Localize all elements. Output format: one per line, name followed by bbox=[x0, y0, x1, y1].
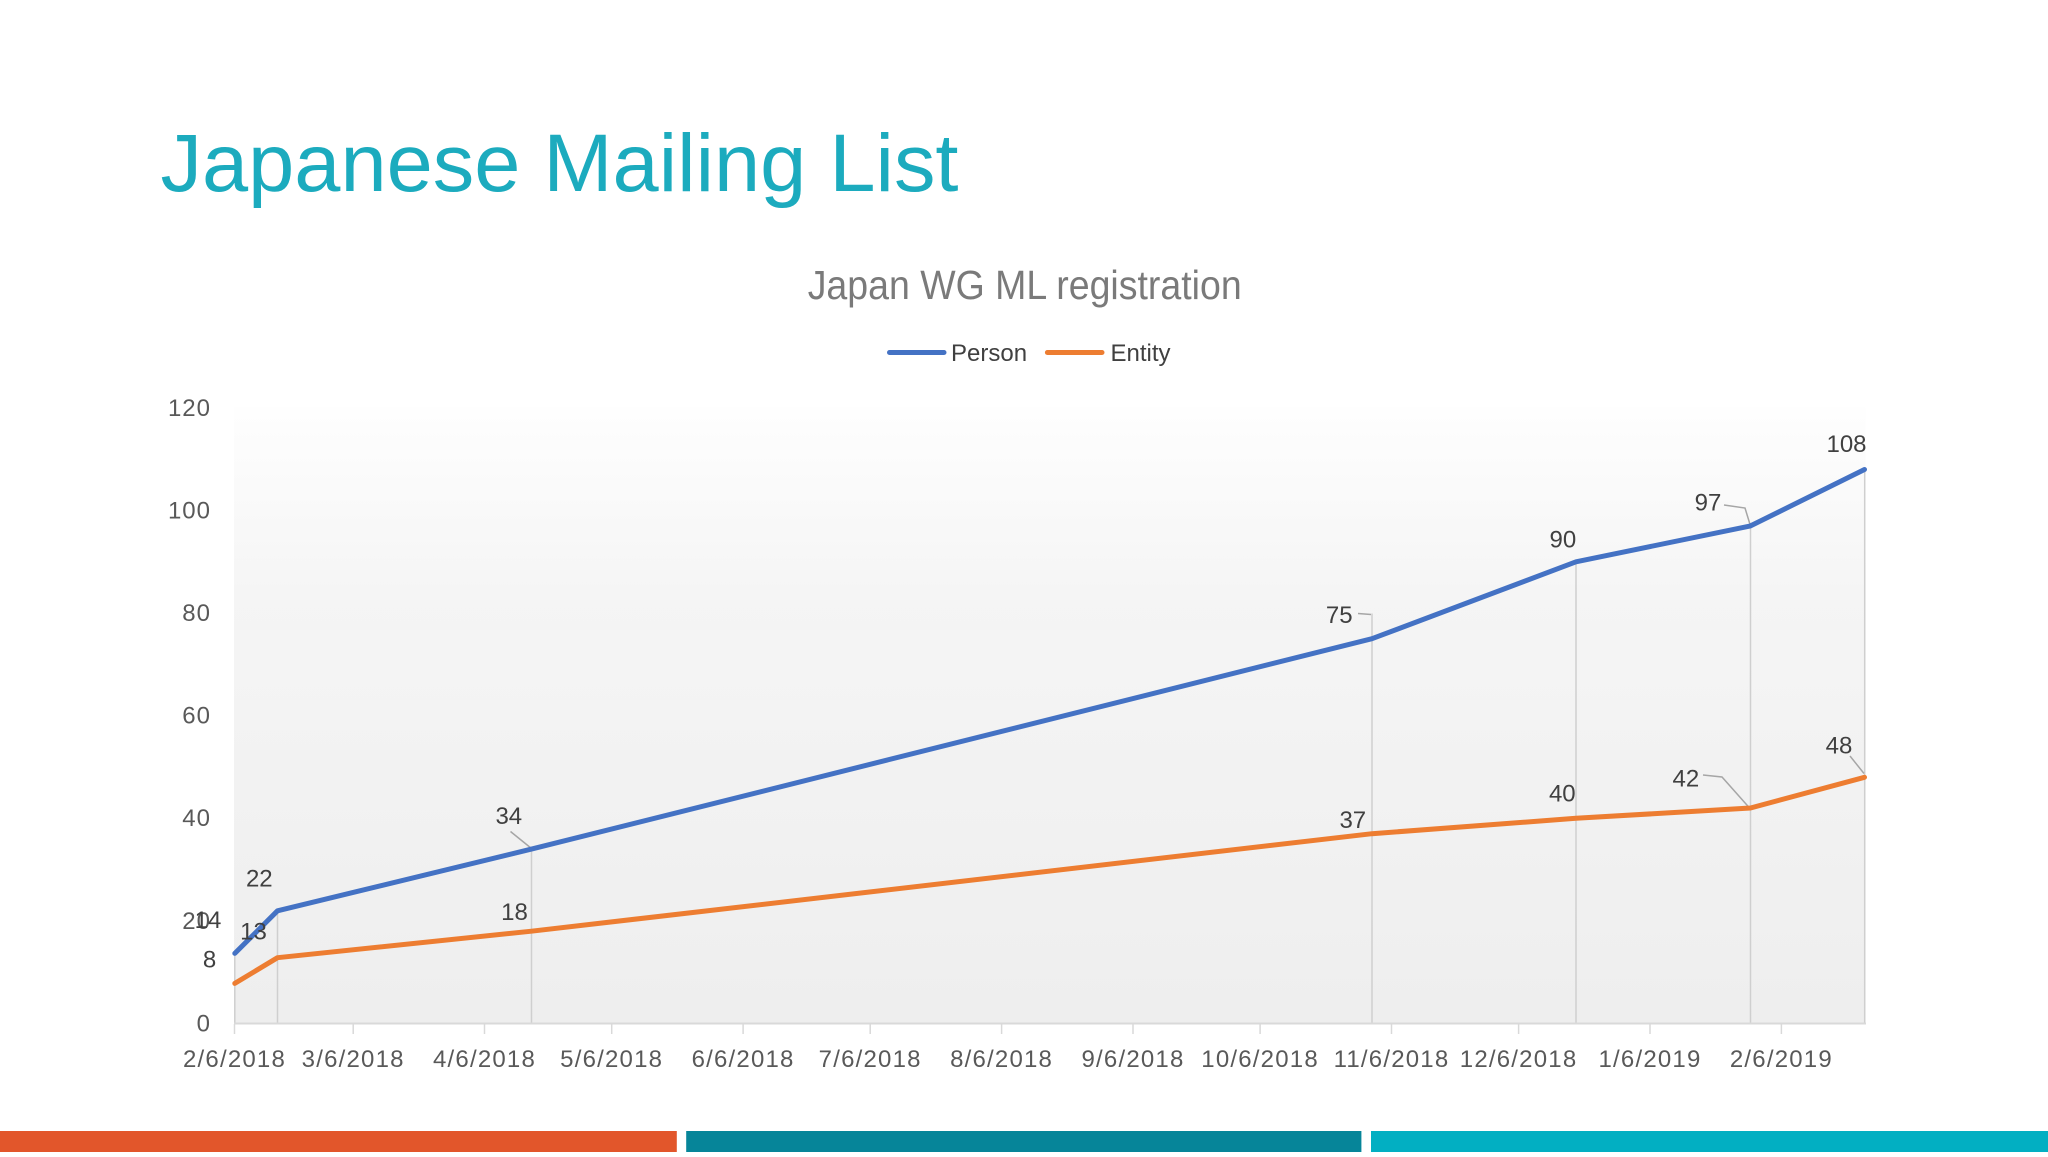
svg-text:14: 14 bbox=[195, 907, 222, 934]
svg-text:8/6/2018: 8/6/2018 bbox=[950, 1046, 1053, 1073]
svg-text:8: 8 bbox=[203, 947, 216, 974]
svg-text:7/6/2018: 7/6/2018 bbox=[819, 1046, 922, 1073]
svg-text:Person: Person bbox=[951, 340, 1027, 367]
svg-text:120: 120 bbox=[168, 395, 211, 422]
svg-text:75: 75 bbox=[1326, 602, 1353, 629]
svg-text:108: 108 bbox=[1826, 431, 1866, 458]
svg-text:90: 90 bbox=[1550, 527, 1577, 554]
svg-text:11/6/2018: 11/6/2018 bbox=[1334, 1046, 1450, 1073]
svg-text:Japanese Mailing List: Japanese Mailing List bbox=[161, 118, 959, 209]
svg-text:13: 13 bbox=[240, 919, 267, 946]
svg-text:9/6/2018: 9/6/2018 bbox=[1081, 1046, 1184, 1073]
svg-text:22: 22 bbox=[246, 865, 273, 892]
svg-text:Entity: Entity bbox=[1111, 340, 1171, 367]
svg-text:97: 97 bbox=[1695, 490, 1722, 517]
svg-text:34: 34 bbox=[495, 803, 522, 830]
svg-text:4/6/2018: 4/6/2018 bbox=[433, 1046, 536, 1073]
svg-text:60: 60 bbox=[182, 703, 211, 730]
svg-text:40: 40 bbox=[1549, 780, 1576, 807]
svg-text:18: 18 bbox=[501, 899, 528, 926]
svg-text:2/6/2019: 2/6/2019 bbox=[1730, 1046, 1833, 1073]
svg-text:100: 100 bbox=[168, 497, 211, 524]
svg-text:40: 40 bbox=[182, 805, 211, 832]
svg-text:2/6/2018: 2/6/2018 bbox=[183, 1046, 286, 1073]
svg-text:1/6/2019: 1/6/2019 bbox=[1598, 1046, 1701, 1073]
svg-text:Japan WG ML registration: Japan WG ML registration bbox=[808, 262, 1242, 308]
svg-text:37: 37 bbox=[1339, 807, 1366, 834]
svg-text:48: 48 bbox=[1826, 733, 1853, 760]
svg-text:0: 0 bbox=[197, 1010, 211, 1037]
svg-text:42: 42 bbox=[1673, 766, 1700, 793]
svg-text:12/6/2018: 12/6/2018 bbox=[1460, 1046, 1578, 1073]
svg-text:20: 20 bbox=[182, 908, 211, 935]
svg-text:80: 80 bbox=[182, 600, 211, 627]
svg-text:5/6/2018: 5/6/2018 bbox=[560, 1046, 663, 1073]
svg-text:6/6/2018: 6/6/2018 bbox=[692, 1046, 795, 1073]
svg-text:10/6/2018: 10/6/2018 bbox=[1201, 1046, 1319, 1073]
svg-text:3/6/2018: 3/6/2018 bbox=[302, 1046, 405, 1073]
